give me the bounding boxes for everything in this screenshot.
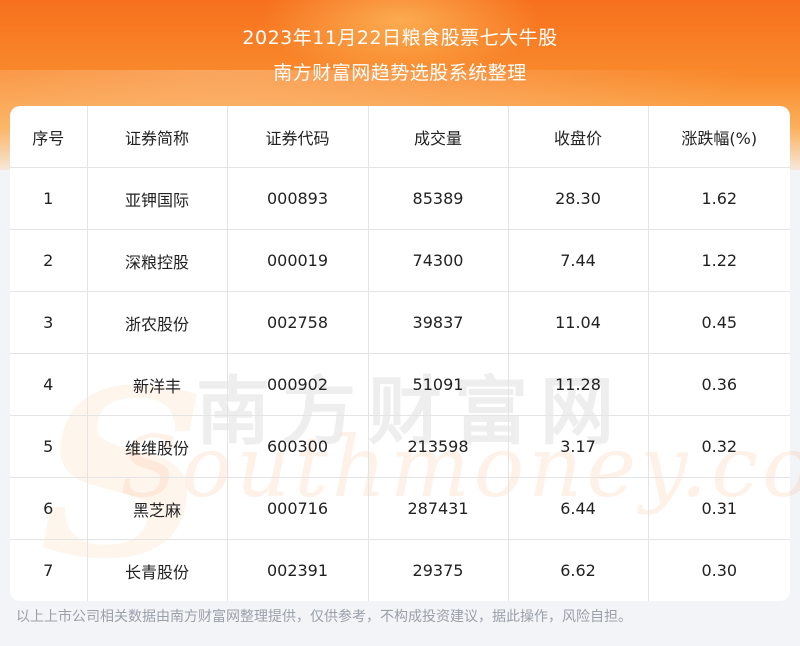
table-cell: 6.44 <box>508 477 649 540</box>
table-cell: 11.28 <box>508 353 649 416</box>
table-cell: 0.36 <box>648 353 790 416</box>
column-header: 成交量 <box>368 106 509 168</box>
table-header-row: 序号 证券简称 证券代码 成交量 收盘价 涨跌幅(%) <box>10 106 790 168</box>
table-cell: 002758 <box>227 291 369 354</box>
table-cell: 000019 <box>227 229 369 292</box>
table-cell: 1.22 <box>648 229 790 292</box>
table-cell: 新洋丰 <box>87 353 228 416</box>
footer-disclaimer: 以上上市公司相关数据由南方财富网整理提供，仅供参考，不构成投资建议，据此操作，风… <box>16 609 632 625</box>
table-row: 5 维维股份 600300 213598 3.17 0.32 <box>10 415 790 478</box>
table-cell: 3.17 <box>508 415 649 478</box>
table-cell: 6 <box>10 477 88 540</box>
table-cell: 0.30 <box>701 561 738 580</box>
table-cell: 2 <box>10 229 88 292</box>
table-cell: 000716 <box>227 477 369 540</box>
table-cell: 黑芝麻 <box>87 477 228 540</box>
table-cell: 0.45 <box>648 291 790 354</box>
table-row: 3 浙农股份 002758 39837 11.04 0.45 <box>10 291 790 354</box>
column-header: 涨跌幅(%) <box>648 106 790 168</box>
header-glow <box>260 0 540 80</box>
table-cell: 1.62 <box>648 167 790 230</box>
table-cell: 亚钾国际 <box>87 167 228 230</box>
table-cell: 7.44 <box>508 229 649 292</box>
column-header: 证券简称 <box>87 106 228 168</box>
table-row: 1 亚钾国际 000893 85389 28.30 1.62 <box>10 167 790 230</box>
column-header: 证券代码 <box>227 106 369 168</box>
column-header: 序号 <box>10 106 88 168</box>
table-cell: 4 <box>10 353 88 416</box>
table-cell: 0.31 <box>648 477 790 540</box>
table-cell: 28.30 <box>508 167 649 230</box>
table-cell: 000902 <box>227 353 369 416</box>
table-cell: 287431 <box>368 477 509 540</box>
table-row: 7 长青股份 002391 29375 6.62 0.30 <box>10 539 790 601</box>
table-cell: 600300 <box>227 415 369 478</box>
table-cell: 1 <box>10 167 88 230</box>
table-cell: 长青股份 <box>87 539 228 601</box>
table-cell: 11.04 <box>508 291 649 354</box>
table-cell: 0.32 <box>648 415 790 478</box>
table-cell: 维维股份 <box>87 415 228 478</box>
table-cell: 000893 <box>227 167 369 230</box>
table-cell: 3 <box>10 291 88 354</box>
table-cell: 213598 <box>368 415 509 478</box>
column-header: 收盘价 <box>508 106 649 168</box>
table-card: 序号 证券简称 证券代码 成交量 收盘价 涨跌幅(%) 1 亚钾国际 000893 85389 2… <box>10 106 790 601</box>
table-cell: 深粮控股 <box>87 229 228 292</box>
table-body: 1 亚钾国际 000893 85389 28.30 1.62 2 深粮控股 000019 7430… <box>10 167 790 601</box>
table-cell: 7 <box>10 539 88 601</box>
table-cell: 5 <box>10 415 88 478</box>
table-cell: 6.62 <box>508 539 649 601</box>
table-cell: 74300 <box>368 229 509 292</box>
table-row: 2 深粮控股 000019 74300 7.44 1.22 <box>10 229 790 292</box>
table-cell: 51091 <box>368 353 509 416</box>
table-cell: 29375 <box>368 539 509 601</box>
table-row: 4 新洋丰 000902 51091 11.28 0.36 <box>10 353 790 416</box>
stock-table: 序号 证券简称 证券代码 成交量 收盘价 涨跌幅(%) 1 亚钾国际 000893 85389 2… <box>10 106 790 601</box>
table-cell: 39837 <box>368 291 509 354</box>
chart-title: 2023年11月22日粮食股票七大牛股 <box>242 27 558 49</box>
table-row: 6 黑芝麻 000716 287431 6.44 0.31 <box>10 477 790 540</box>
table-cell: 浙农股份 <box>87 291 228 354</box>
chart-subtitle: 南方财富网趋势选股系统整理 <box>273 62 527 84</box>
table-cell: 85389 <box>368 167 509 230</box>
table-cell: 002391 <box>227 539 369 601</box>
